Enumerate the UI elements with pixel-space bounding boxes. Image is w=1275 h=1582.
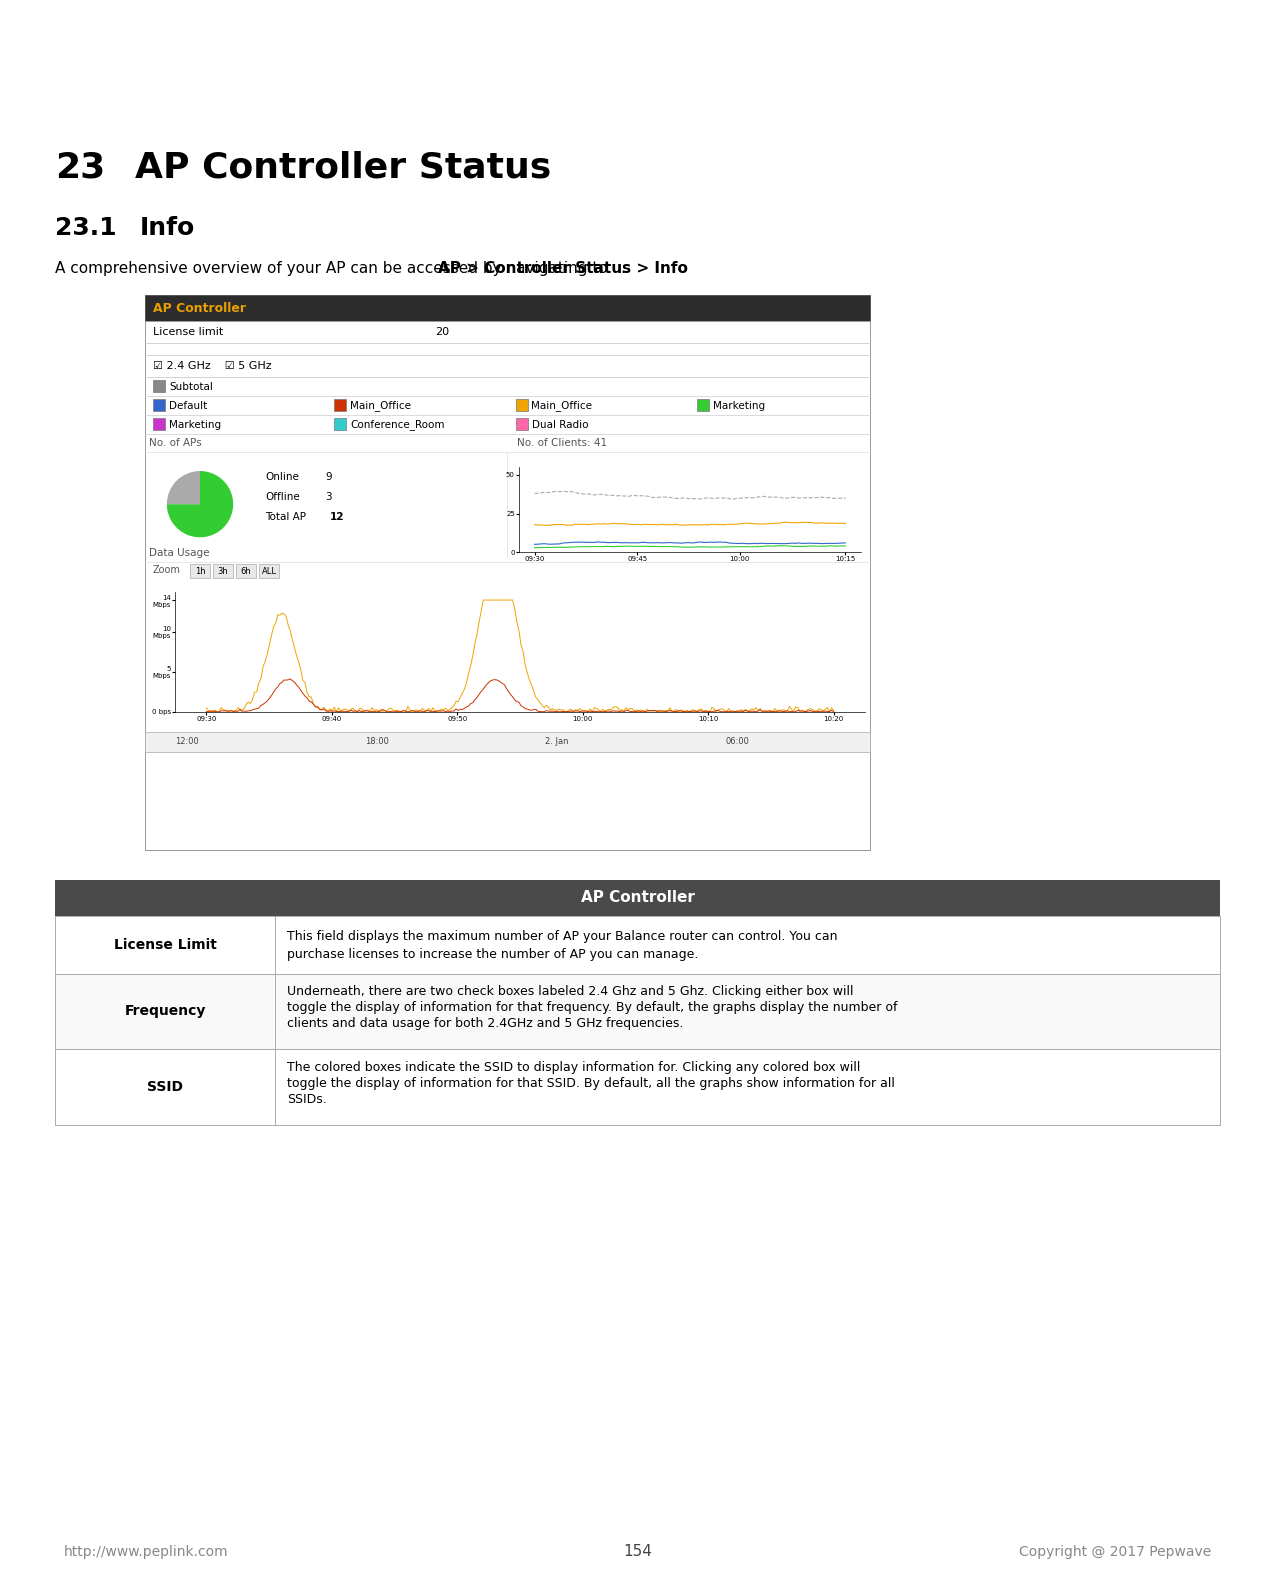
Text: Subtotal: Subtotal xyxy=(170,381,213,392)
Bar xyxy=(55,1049,1220,1125)
Text: Online: Online xyxy=(265,471,298,483)
Wedge shape xyxy=(167,471,233,538)
Text: 20: 20 xyxy=(435,327,449,337)
Text: 06:00: 06:00 xyxy=(725,737,748,747)
Bar xyxy=(145,321,870,850)
Bar xyxy=(190,565,210,577)
Text: purchase licenses to increase the number of AP you can manage.: purchase licenses to increase the number… xyxy=(287,948,699,960)
Text: Zoom: Zoom xyxy=(153,565,181,576)
Text: AP > Controller Status > Info: AP > Controller Status > Info xyxy=(437,261,687,275)
Text: No. of Clients: 41: No. of Clients: 41 xyxy=(516,438,607,448)
Text: Marketing: Marketing xyxy=(713,400,765,411)
Bar xyxy=(55,973,1220,1049)
Text: AP Controller Status: AP Controller Status xyxy=(135,150,551,185)
Bar xyxy=(334,418,347,430)
Bar xyxy=(334,399,347,411)
Text: 3: 3 xyxy=(325,492,332,501)
Text: A comprehensive overview of your AP can be accessed by navigating to: A comprehensive overview of your AP can … xyxy=(55,261,612,275)
Text: Info: Info xyxy=(140,215,195,239)
Text: 12: 12 xyxy=(330,513,344,522)
Text: 12:00: 12:00 xyxy=(175,737,199,747)
Text: The colored boxes indicate the SSID to display information for. Clicking any col: The colored boxes indicate the SSID to d… xyxy=(287,1062,861,1074)
Bar xyxy=(153,380,164,392)
Text: Underneath, there are two check boxes labeled 2.4 Ghz and 5 Ghz. Clicking either: Underneath, there are two check boxes la… xyxy=(287,986,853,998)
Bar xyxy=(55,916,1220,973)
Bar xyxy=(696,399,709,411)
Text: This field displays the maximum number of AP your Balance router can control. Yo: This field displays the maximum number o… xyxy=(287,930,838,943)
Text: http://www.peplink.com: http://www.peplink.com xyxy=(64,1546,228,1558)
Bar xyxy=(145,732,870,751)
Text: Marketing: Marketing xyxy=(170,419,221,430)
Text: Data Usage: Data Usage xyxy=(149,547,209,558)
Text: 18:00: 18:00 xyxy=(365,737,389,747)
Text: Conference_Room: Conference_Room xyxy=(351,419,445,430)
Text: 23.1: 23.1 xyxy=(55,215,116,239)
Text: Frequency: Frequency xyxy=(124,1005,205,1019)
Text: toggle the display of information for that frequency. By default, the graphs dis: toggle the display of information for th… xyxy=(287,1001,898,1014)
Bar xyxy=(213,565,233,577)
Text: No. of APs: No. of APs xyxy=(149,438,201,448)
Text: 9: 9 xyxy=(325,471,332,483)
Bar xyxy=(236,565,256,577)
Text: Main_Office: Main_Office xyxy=(351,400,412,411)
Text: Main_Office: Main_Office xyxy=(532,400,593,411)
Text: Default: Default xyxy=(170,400,208,411)
Bar xyxy=(515,399,528,411)
Text: 23: 23 xyxy=(55,150,106,185)
Text: Total AP: Total AP xyxy=(265,513,306,522)
Text: 6h: 6h xyxy=(241,566,251,576)
Bar xyxy=(153,418,164,430)
Text: ☑ 2.4 GHz    ☑ 5 GHz: ☑ 2.4 GHz ☑ 5 GHz xyxy=(153,361,272,372)
Bar xyxy=(55,880,1220,916)
Bar xyxy=(153,399,164,411)
Wedge shape xyxy=(167,471,200,505)
Text: 1h: 1h xyxy=(195,566,205,576)
Text: .: . xyxy=(621,261,626,275)
Text: Copyright @ 2017 Pepwave: Copyright @ 2017 Pepwave xyxy=(1019,1546,1211,1558)
Bar xyxy=(145,296,870,321)
Text: ALL: ALL xyxy=(261,566,277,576)
Text: Offline: Offline xyxy=(265,492,300,501)
Bar xyxy=(515,418,528,430)
Text: Dual Radio: Dual Radio xyxy=(532,419,588,430)
Text: clients and data usage for both 2.4GHz and 5 GHz frequencies.: clients and data usage for both 2.4GHz a… xyxy=(287,1017,683,1030)
Text: 2. Jan: 2. Jan xyxy=(544,737,569,747)
Text: toggle the display of information for that SSID. By default, all the graphs show: toggle the display of information for th… xyxy=(287,1077,895,1090)
Text: AP Controller: AP Controller xyxy=(580,891,695,905)
Bar xyxy=(259,565,279,577)
Text: SSID: SSID xyxy=(147,1081,184,1095)
Text: Pepwave MAX User Manual: Pepwave MAX User Manual xyxy=(26,43,214,55)
Text: 154: 154 xyxy=(623,1544,652,1560)
Text: 3h: 3h xyxy=(218,566,228,576)
Text: License limit: License limit xyxy=(153,327,223,337)
Text: SSIDs.: SSIDs. xyxy=(287,1093,326,1106)
Text: peplink | PEPWAVE: peplink | PEPWAVE xyxy=(1060,40,1250,59)
Text: License Limit: License Limit xyxy=(113,938,217,951)
Text: AP Controller: AP Controller xyxy=(153,302,246,315)
